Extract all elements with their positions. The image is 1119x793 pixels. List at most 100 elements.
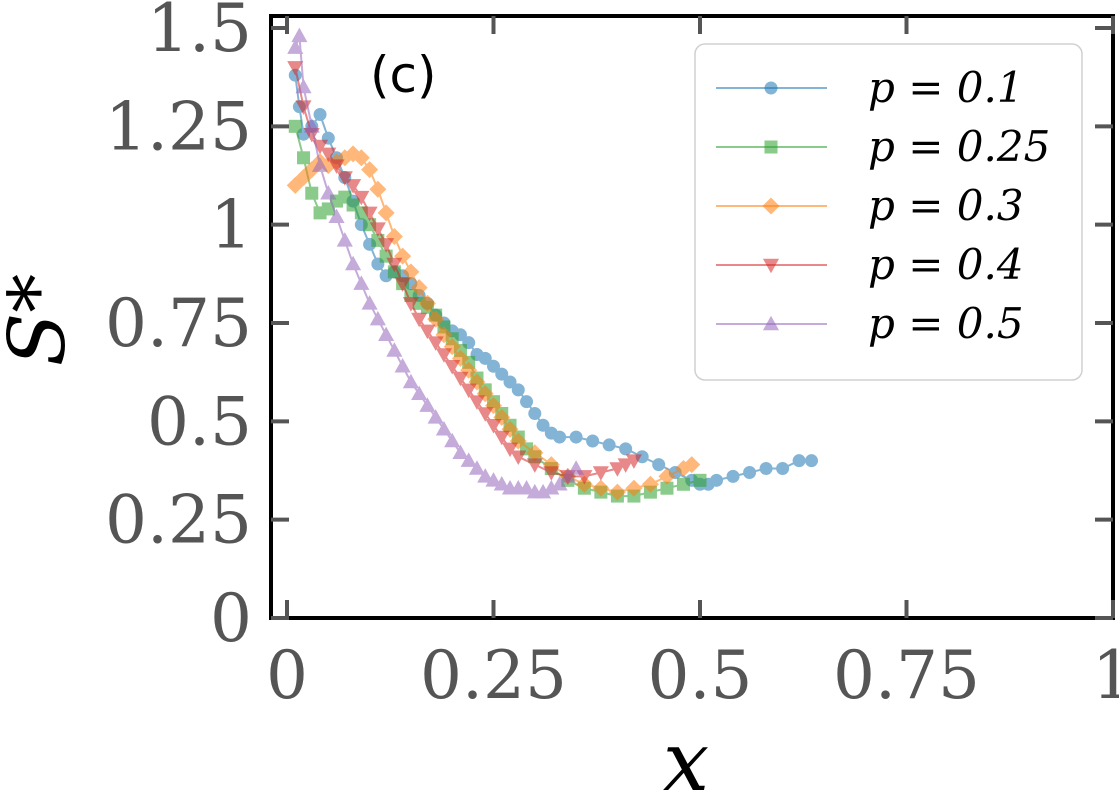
- data-point: [328, 208, 345, 224]
- legend: p = 0.1 p = 0.25 p = 0.3 p = 0.4 p = 0.5: [694, 43, 1083, 381]
- data-point: [385, 227, 403, 245]
- data-point: [394, 358, 411, 373]
- data-point: [410, 279, 428, 297]
- data-point: [625, 479, 643, 497]
- data-point: [602, 438, 616, 452]
- data-point: [320, 147, 337, 163]
- data-point: [468, 395, 486, 410]
- data-point: [369, 310, 386, 326]
- data-point: [336, 171, 353, 186]
- x-tick-label: 0.5: [648, 637, 753, 714]
- legend-marker: [764, 140, 778, 154]
- legend-label: p = 0.4: [868, 240, 1024, 289]
- data-point: [297, 151, 311, 165]
- data-point: [617, 458, 634, 473]
- data-point: [305, 186, 319, 200]
- legend-entries: p = 0.1 p = 0.25 p = 0.3 p = 0.4 p = 0.5: [716, 63, 1050, 348]
- data-point: [468, 373, 486, 391]
- data-point: [451, 349, 469, 367]
- legend-marker: [764, 81, 778, 95]
- data-point: [361, 161, 379, 179]
- data-point: [313, 108, 327, 122]
- data-point: [419, 324, 436, 340]
- data-point: [435, 420, 452, 436]
- x-tick-label: 0.75: [833, 637, 980, 714]
- y-tick-label: 0.75: [105, 285, 252, 362]
- data-point: [495, 367, 509, 381]
- legend-entry: p = 0.5: [716, 299, 1024, 348]
- data-point: [477, 407, 494, 422]
- data-point: [586, 434, 600, 448]
- series-layer: [286, 27, 819, 503]
- data-point: [792, 454, 806, 468]
- data-point: [477, 468, 494, 483]
- data-point: [726, 469, 740, 483]
- data-point: [419, 397, 436, 412]
- data-point: [568, 460, 585, 475]
- y-tick-label: 0.5: [147, 383, 252, 460]
- data-point: [378, 238, 395, 253]
- data-point: [386, 342, 403, 357]
- data-point: [402, 373, 419, 389]
- data-point: [311, 157, 329, 172]
- series-3: [286, 145, 701, 501]
- data-point: [386, 257, 403, 273]
- data-point: [287, 39, 304, 54]
- data-point: [394, 247, 412, 265]
- legend-entry: p = 0.1: [716, 63, 1024, 112]
- data-point: [658, 467, 676, 485]
- x-tick-label: 0.25: [420, 637, 567, 714]
- data-point: [536, 418, 550, 432]
- data-point: [743, 465, 757, 479]
- data-point: [493, 408, 511, 426]
- data-point: [676, 477, 690, 491]
- data-point: [619, 442, 633, 456]
- data-point: [291, 27, 308, 43]
- data-point: [518, 479, 535, 495]
- legend-label: p = 0.3: [868, 181, 1024, 230]
- data-point: [435, 326, 453, 344]
- data-point: [511, 383, 525, 397]
- data-point: [336, 232, 353, 247]
- data-point: [460, 452, 477, 467]
- data-point: [443, 338, 461, 356]
- series-line: [294, 67, 635, 478]
- data-point: [476, 385, 494, 403]
- data-point: [378, 326, 395, 342]
- data-point: [478, 351, 492, 365]
- y-tick-label: 0.25: [105, 482, 252, 559]
- data-point: [411, 312, 428, 328]
- data-point: [427, 310, 445, 328]
- data-point: [444, 360, 461, 375]
- data-point: [710, 473, 724, 487]
- data-point: [353, 190, 370, 206]
- data-point: [559, 468, 576, 483]
- legend-entry: p = 0.3: [716, 181, 1024, 230]
- data-point: [493, 430, 510, 446]
- data-point: [361, 295, 378, 310]
- data-point: [288, 119, 302, 133]
- data-point: [287, 61, 304, 76]
- legend-box: [694, 43, 1083, 381]
- data-point: [608, 483, 626, 501]
- data-point: [418, 294, 436, 312]
- data-point: [427, 336, 444, 351]
- legend-marker: [762, 315, 780, 331]
- data-point: [295, 78, 312, 94]
- data-point: [402, 297, 419, 312]
- data-point: [569, 430, 583, 444]
- data-point: [543, 466, 560, 481]
- series-line: [294, 35, 577, 494]
- y-tick-label: 0: [210, 580, 252, 657]
- legend-entry: p = 0.25: [716, 122, 1050, 171]
- data-point: [369, 222, 386, 237]
- data-point: [553, 430, 567, 444]
- series-4: [287, 61, 642, 485]
- series-5: [287, 27, 585, 499]
- data-point: [444, 432, 461, 448]
- data-point: [487, 359, 500, 373]
- data-point: [435, 348, 452, 363]
- y-axis-label: S*: [0, 274, 83, 366]
- data-point: [503, 375, 517, 389]
- legend-entry: p = 0.4: [716, 240, 1024, 289]
